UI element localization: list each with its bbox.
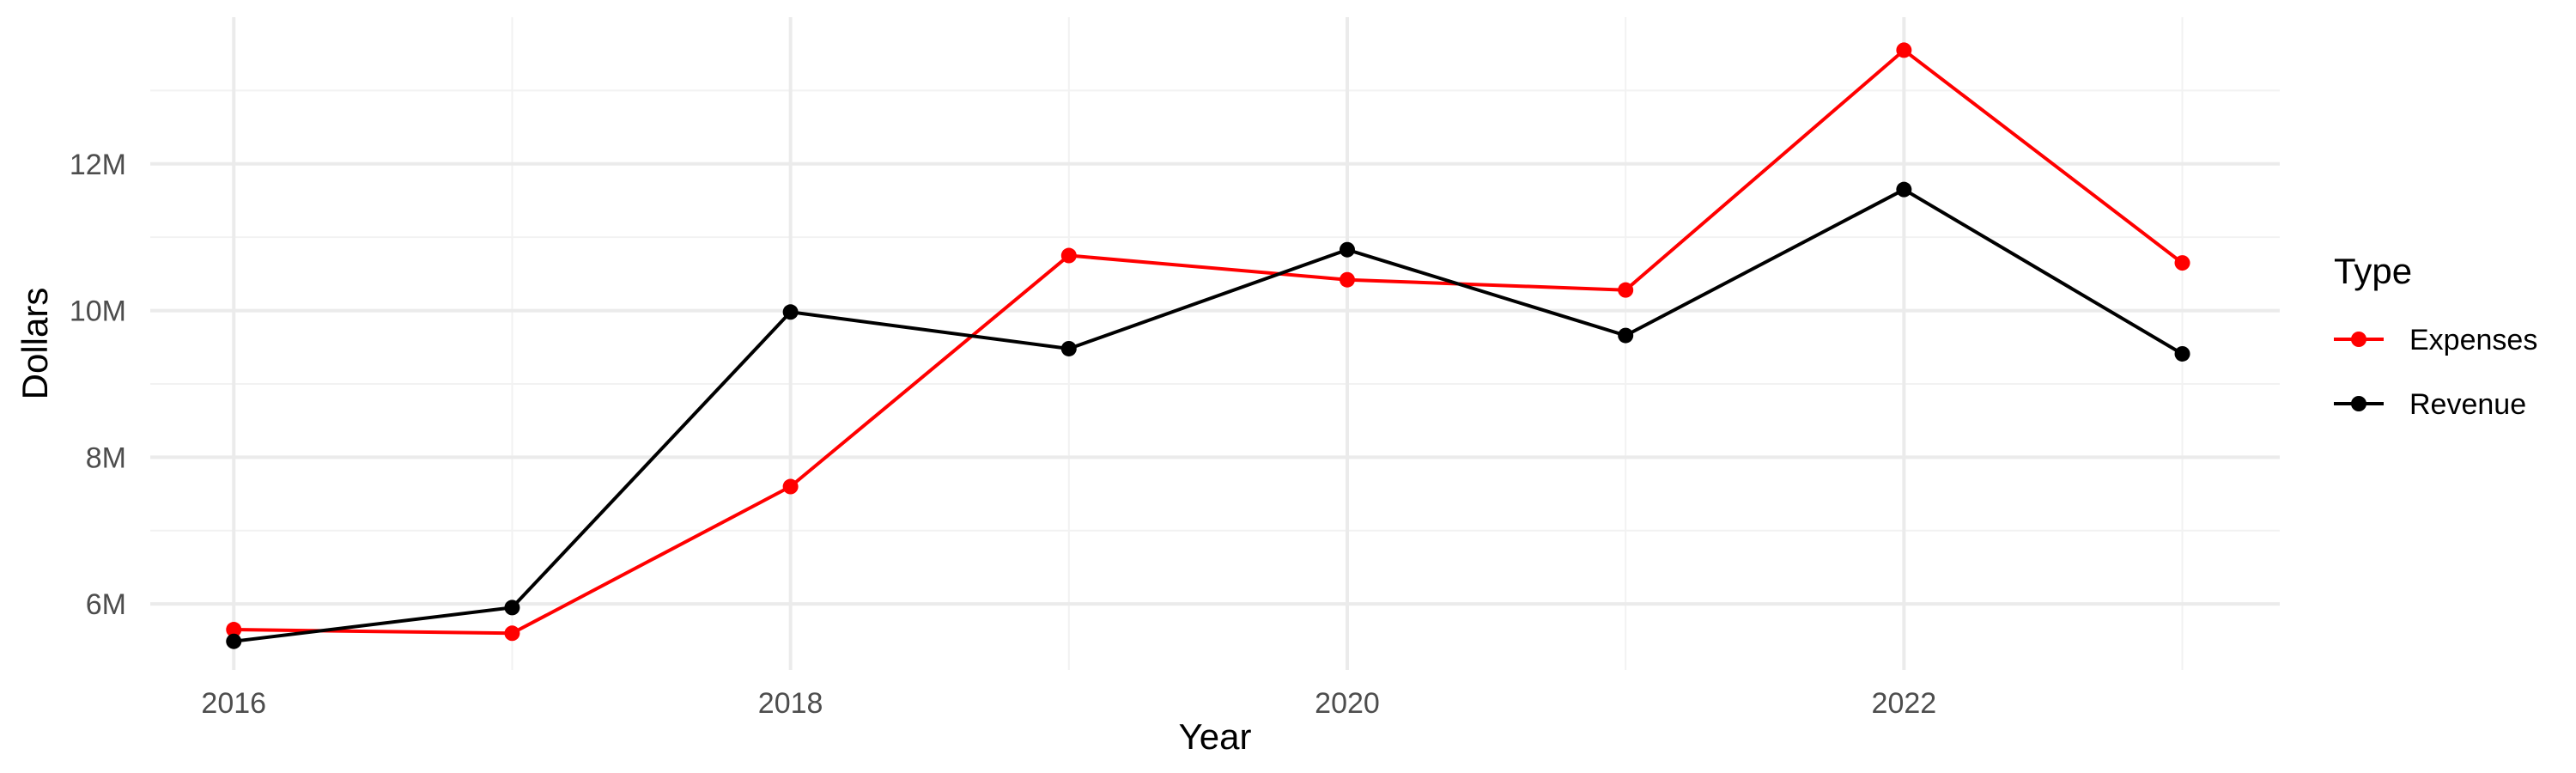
y-tick-label: 6M [86, 588, 126, 621]
legend-label: Expenses [2409, 324, 2537, 356]
y-tick-label: 8M [86, 441, 126, 474]
x-tick-label: 2018 [758, 687, 823, 720]
x-tick-label: 2020 [1315, 687, 1380, 720]
data-point-revenue [226, 633, 242, 649]
y-tick-label: 12M [70, 149, 126, 181]
x-tick-label: 2022 [1872, 687, 1937, 720]
data-point-revenue [1060, 340, 1077, 356]
data-point-expenses [782, 478, 799, 495]
legend-title: Type [2334, 251, 2412, 291]
series [226, 42, 2190, 649]
data-point-expenses [1060, 247, 1077, 264]
grid [150, 17, 2280, 670]
data-point-revenue [504, 600, 520, 616]
data-point-revenue [782, 304, 799, 320]
data-point-revenue [1896, 181, 1912, 198]
data-point-revenue [2174, 345, 2190, 362]
data-point-expenses [1618, 282, 1634, 298]
data-point-revenue [1339, 241, 1355, 258]
data-point-expenses [504, 625, 520, 642]
data-point-revenue [1618, 327, 1634, 344]
data-point-expenses [2174, 255, 2190, 271]
data-point-expenses [1339, 271, 1355, 288]
series-line-revenue [234, 187, 2184, 643]
legend: Type Expenses Revenue [2334, 251, 2537, 421]
x-axis-title: Year [1179, 716, 1252, 757]
legend-label: Revenue [2409, 388, 2526, 421]
y-axis-title: Dollars [15, 288, 55, 400]
data-point-expenses [1896, 42, 1912, 58]
legend-key-point [2351, 396, 2366, 411]
legend-key-point [2351, 332, 2366, 347]
series-line-expenses [234, 47, 2184, 636]
x-tick-label: 2016 [201, 687, 266, 720]
axes: Year Dollars 6M 8M 10M 12M 2016 2018 2020 2022 [15, 149, 1936, 757]
y-tick-label: 10M [70, 295, 126, 328]
data-point-expenses [226, 622, 242, 638]
